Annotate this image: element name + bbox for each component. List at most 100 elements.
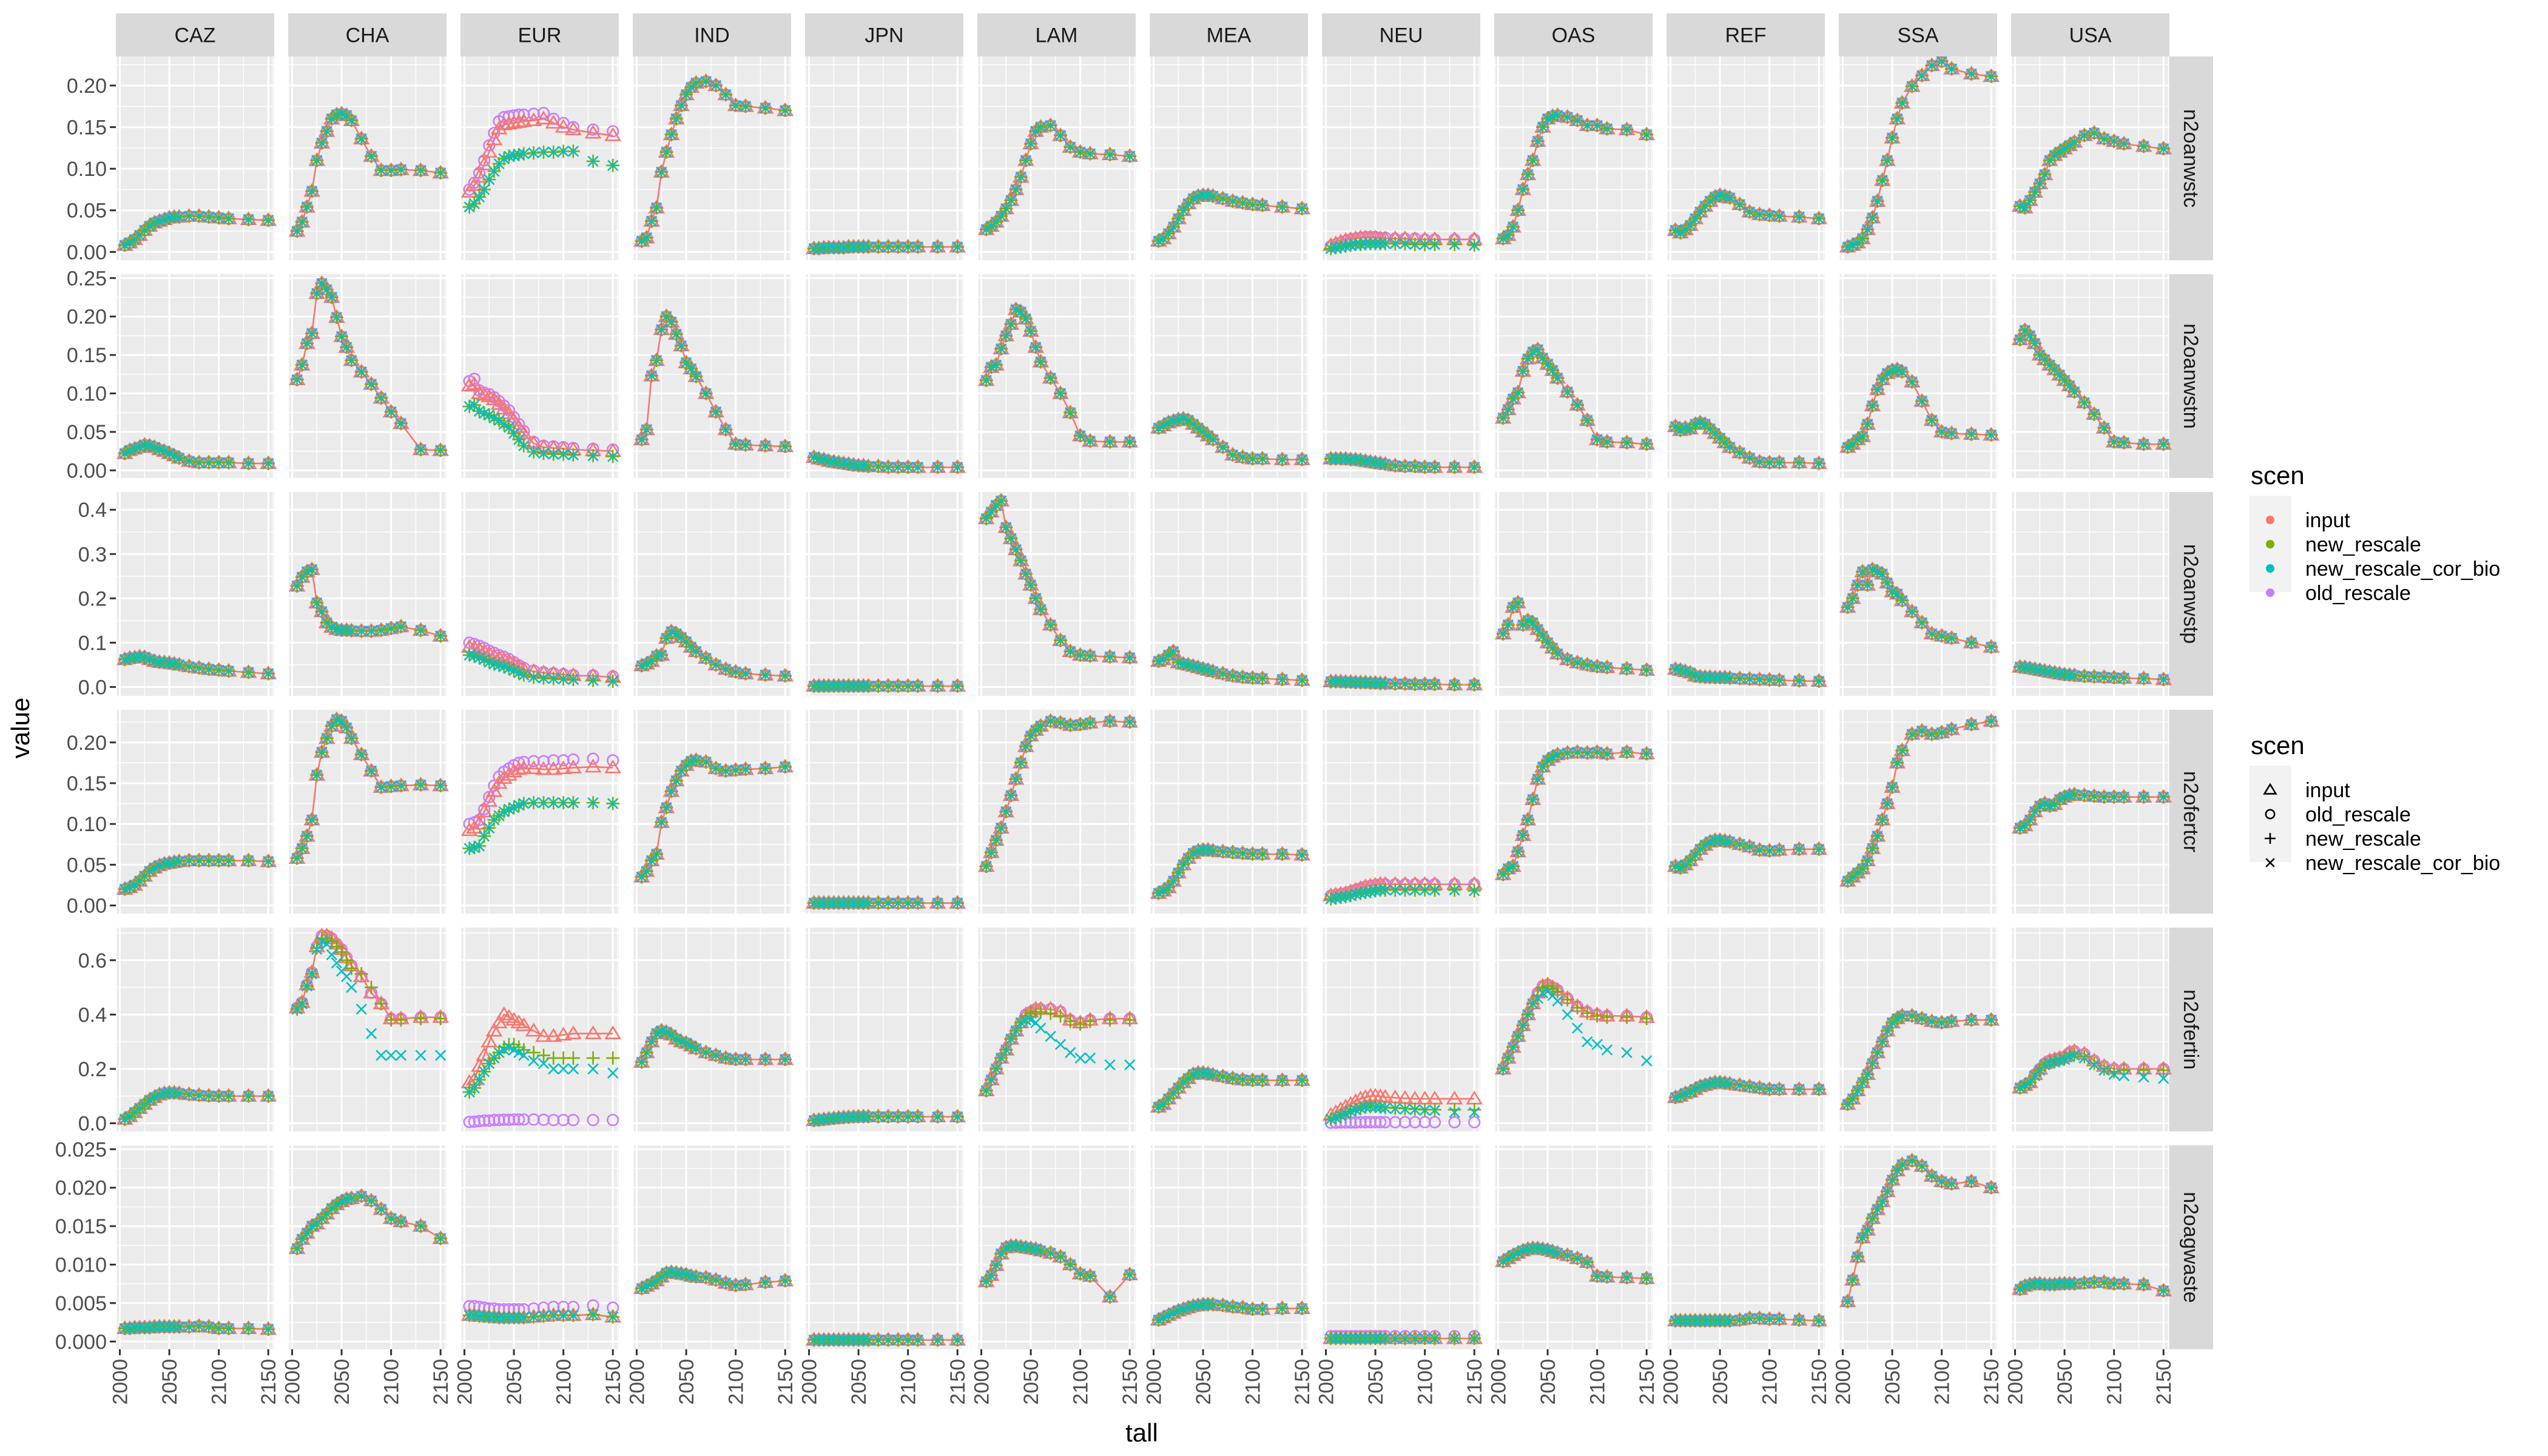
points-new_rescale_cor_bio [1325,884,1480,905]
row-strip-label: n2ofertcr [2179,771,2202,852]
panel-MEA-n2oanwstc [1150,56,1311,260]
points-new_rescale [290,931,448,1027]
x-tick-label: 2150 [1808,1359,1831,1405]
points-new_rescale_cor_bio [119,1320,274,1335]
y-tick-label: 0.00 [67,895,107,918]
panel-CAZ-n2oanwstm [116,274,277,478]
panel-OAS-n2oanwstm [1494,274,1656,478]
column-strip [805,13,963,56]
panel-NEU-n2oagwaste [1322,1145,1483,1349]
points-new_rescale_cor_bio [1325,453,1480,473]
x-tick-label: 2050 [675,1359,698,1405]
y-tick-label: 0.1 [78,632,107,655]
legend-shape-key-bg [2250,766,2291,862]
y-tick-label: 0.0 [78,676,107,699]
y-tick-label: 0.015 [55,1215,107,1238]
x-tick-label: 2150 [1980,1359,2003,1405]
panel-REF-n2oagwaste [1667,1145,1828,1349]
panel-OAS-n2oagwaste [1494,1145,1656,1349]
column-strip [1494,13,1653,56]
column-strip [460,13,619,56]
points-new_rescale_cor_bio [980,304,1136,448]
column-strip [1839,13,1997,56]
y-tick-label: 0.05 [67,200,107,223]
row-strip-label: n2oagwaste [2179,1191,2202,1303]
x-tick-label: 2000 [1488,1359,1511,1405]
legend-color-label: new_rescale_cor_bio [2305,558,2500,581]
legend-shape-label: old_rescale [2305,803,2411,826]
x-tick-label: 2000 [1832,1359,1855,1405]
column-strip-label: CAZ [175,24,216,47]
y-tick-label: 0.6 [78,949,107,972]
panel-NEU-n2ofertcr [1322,710,1483,914]
panel-REF-n2ofertcr [1667,710,1828,914]
x-tick-label: 2050 [1192,1359,1215,1405]
points-new_rescale_cor_bio [980,1014,1136,1096]
panel-USA-n2ofertcr [2011,710,2172,914]
points-new_rescale_cor_bio [1153,645,1308,686]
y-tick-label: 0.05 [67,421,107,444]
legend-color-key [2266,516,2274,524]
y-tick-label: 0.4 [78,499,107,522]
points-new_rescale_cor_bio [1842,56,1997,253]
points-new_rescale_cor_bio [1153,1299,1308,1326]
points-new_rescale_cor_bio [1153,189,1308,247]
panel-EUR-n2oanwstm [460,274,622,478]
row-strip-label: n2ofertin [2179,989,2202,1070]
points-new_rescale_cor_bio [1670,834,1825,874]
legend-color-label: input [2305,509,2350,532]
points-old_rescale [463,1113,619,1128]
panel-IND-n2ofertin [633,928,794,1131]
y-tick-label: 0.10 [67,813,107,836]
points-new_rescale_cor_bio [2014,661,2169,686]
panel-IND-n2oanwstm [633,274,794,478]
x-tick-label: 2150 [2152,1359,2176,1405]
points-new_rescale_cor_bio [1842,364,1997,453]
points-new_rescale_cor_bio [119,651,274,679]
panel-OAS-n2oanwstp [1494,492,1656,696]
column-strip-label: IND [694,24,730,47]
x-tick-label: 2100 [2103,1359,2126,1405]
points-new_rescale_cor_bio [2014,1276,2169,1296]
points-new_rescale_cor_bio [636,1267,791,1295]
points-new_rescale_cor_bio [2014,789,2169,834]
points-new_rescale_cor_bio [980,715,1136,872]
row-strip [2169,1145,2213,1349]
x-tick-label: 2100 [380,1359,403,1405]
panel-JPN-n2ofertin [805,928,966,1131]
panel-EUR-n2ofertin [460,928,622,1131]
row-strip [2169,274,2213,478]
points-new_rescale_cor_bio [808,1334,963,1346]
points-new_rescale_cor_bio [291,713,447,864]
column-strip [1150,13,1308,56]
panel-NEU-n2oanwstc [1322,56,1483,260]
legend-color-key [2266,588,2274,597]
column-strip-label: EUR [518,24,562,47]
panel-EUR-n2oagwaste [460,1145,622,1349]
x-tick-label: 2100 [1586,1359,1609,1405]
x-tick-label: 2150 [1291,1359,1314,1405]
row-strip [2169,492,2213,696]
x-tick-label: 2150 [1463,1359,1486,1405]
panel-CAZ-n2oanwstp [116,492,277,696]
points-new_rescale_cor_bio [2014,1050,2169,1094]
points-new_rescale_cor_bio [1497,1242,1653,1284]
points-new_rescale_cor_bio [1153,844,1308,899]
points-new_rescale_cor_bio [1497,746,1653,880]
points-input [460,1006,622,1088]
column-strip-label: JPN [864,24,903,47]
x-tick-label: 2000 [1660,1359,1683,1405]
points-new_rescale [290,1189,448,1255]
panel-CHA-n2ofertcr [288,710,450,914]
panel-REF-n2oanwstc [1667,56,1828,260]
panel-REF-n2oanwstm [1667,274,1828,478]
y-tick-label: 0.20 [67,732,107,755]
column-strip [1322,13,1480,56]
points-input [1839,53,2000,253]
x-tick-label: 2100 [1414,1359,1437,1405]
panel-MEA-n2oanwstp [1150,492,1311,696]
points-new_rescale_cor_bio [1842,1155,1997,1307]
points-new_rescale_cor_bio [636,75,791,247]
panel-JPN-n2oanwstp [805,492,966,696]
